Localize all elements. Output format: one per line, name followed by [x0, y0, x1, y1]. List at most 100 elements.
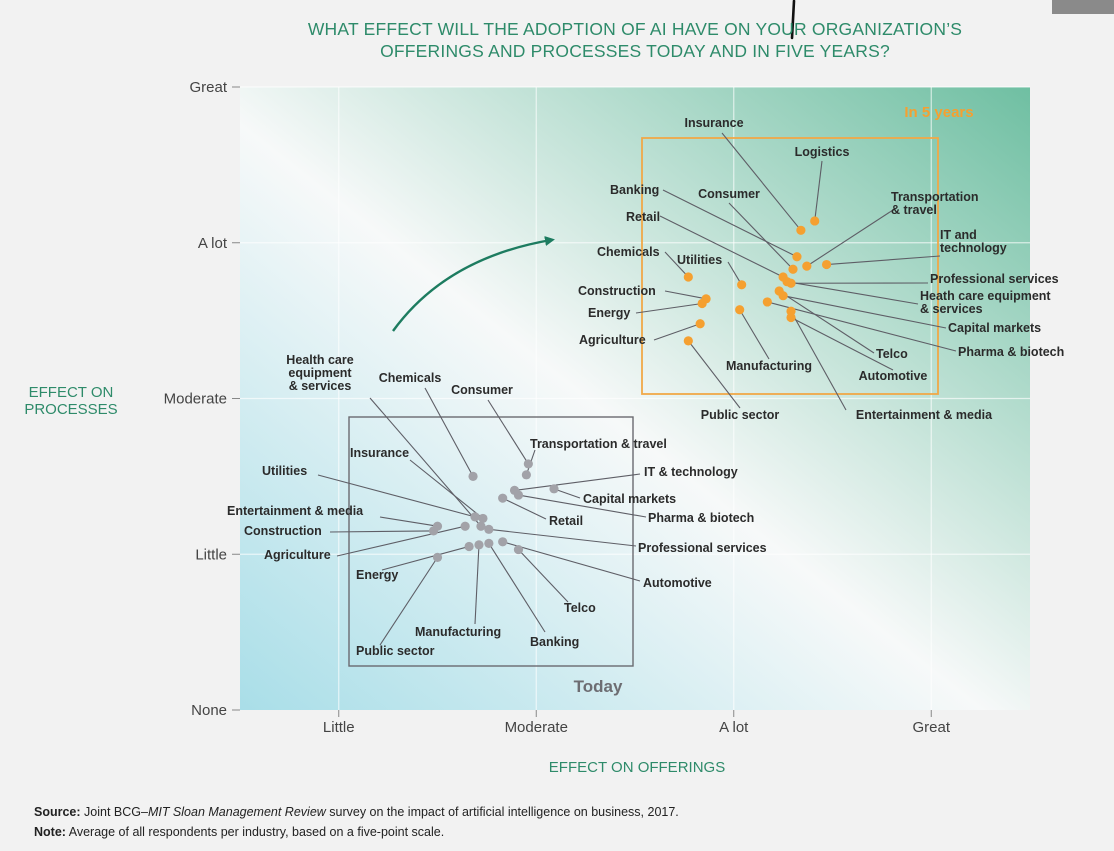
- future-label-manufacturing: Manufacturing: [726, 359, 812, 373]
- chart-title-line-1: WHAT EFFECT WILL THE ADOPTION OF AI HAVE…: [307, 19, 963, 39]
- y-tick-label: Moderate: [164, 391, 227, 408]
- today-label-line: Banking: [530, 635, 579, 649]
- x-tick-label: Little: [323, 719, 355, 736]
- future-label-line: Professional services: [930, 272, 1059, 286]
- today-point-chemicals: [468, 471, 478, 481]
- today-label-automotive: Automotive: [643, 576, 712, 590]
- today-label-line: Energy: [356, 568, 398, 582]
- future-box: [641, 137, 939, 395]
- today-label-chemicals: Chemicals: [379, 371, 442, 385]
- x-axis-title: EFFECT ON OFFERINGS: [548, 759, 726, 776]
- future-leader-transportation-and-travel: [806, 209, 894, 267]
- today-label-line: equipment: [288, 366, 352, 380]
- today-label-construction: Construction: [244, 524, 322, 538]
- future-point-heath-care-equipment-and-services: [782, 277, 792, 287]
- corner-tab: [1052, 0, 1114, 14]
- today-label-line: & services: [289, 379, 352, 393]
- future-point-chemicals: [683, 272, 693, 282]
- future-leader-heath-care-equipment-and-services: [786, 281, 919, 305]
- future-label-line: & travel: [891, 203, 937, 217]
- future-label-capital-markets: Capital markets: [948, 321, 1041, 335]
- future-label-it-and-technology: IT and technology: [940, 228, 1007, 255]
- today-label-line: Pharma & biotech: [648, 511, 754, 525]
- future-label-line: Manufacturing: [726, 359, 812, 373]
- today-point-agriculture: [460, 521, 470, 531]
- future-label-line: Transportation: [891, 190, 979, 204]
- future-label-chemicals: Chemicals: [597, 245, 660, 259]
- today-label-utilities: Utilities: [262, 464, 307, 478]
- today-label-line: Automotive: [643, 576, 712, 590]
- today-point-automotive: [498, 537, 508, 547]
- future-leader-it-and-technology: [826, 255, 941, 266]
- today-label-transportation-and-travel: Transportation & travel: [530, 437, 667, 451]
- today-label-it-and-technology: IT & technology: [644, 465, 738, 479]
- today-point-insurance: [478, 513, 488, 524]
- today-label-energy: Energy: [356, 568, 398, 582]
- future-point-manufacturing: [735, 305, 745, 315]
- today-point-manufacturing: [474, 540, 484, 550]
- future-box-label: In 5 years: [904, 104, 973, 121]
- future-point-entertainment-and-media: [786, 306, 796, 316]
- today-leader-pharma-and-biotech: [518, 494, 647, 518]
- future-point-agriculture: [695, 319, 705, 329]
- today-leader-retail: [502, 497, 547, 520]
- today-point-capital-markets: [549, 484, 559, 494]
- today-point-transportation-and-travel: [521, 470, 531, 480]
- future-leader-construction: [664, 290, 707, 300]
- today-label-banking: Banking: [530, 635, 579, 649]
- future-label-line: Energy: [588, 306, 630, 320]
- future-label-logistics: Logistics: [795, 145, 850, 159]
- today-label-line: Utilities: [262, 464, 307, 478]
- future-label-insurance: Insurance: [684, 116, 743, 130]
- today-label-line: Retail: [549, 514, 583, 528]
- source-text-pre: Joint BCG–: [80, 805, 148, 819]
- today-leader-health-care-equipment-and-services: [369, 397, 482, 527]
- future-label-line: IT and: [940, 228, 977, 242]
- today-leader-agriculture: [336, 525, 466, 557]
- future-label-retail: Retail: [626, 210, 660, 224]
- today-label-line: Agriculture: [264, 548, 331, 562]
- today-leader-manufacturing: [474, 544, 480, 625]
- future-leader-banking: [662, 189, 798, 258]
- future-point-it-and-technology: [821, 259, 832, 270]
- future-leader-automotive: [790, 317, 894, 371]
- y-tick-label: None: [191, 702, 227, 719]
- x-tick-label: Great: [912, 719, 950, 736]
- future-label-line: Public sector: [701, 408, 780, 422]
- today-label-consumer: Consumer: [451, 383, 513, 397]
- today-label-retail: Retail: [549, 514, 583, 528]
- chart-title: WHAT EFFECT WILL THE ADOPTION OF AI HAVE…: [200, 18, 1070, 62]
- future-label-line: Insurance: [684, 116, 743, 130]
- today-leader-it-and-technology: [514, 473, 641, 491]
- future-label-line: technology: [940, 241, 1007, 255]
- today-label-entertainment-and-media: Entertainment & media: [227, 504, 364, 518]
- today-point-consumer: [523, 459, 533, 469]
- future-label-automotive: Automotive: [859, 369, 928, 383]
- today-point-energy: [464, 541, 474, 552]
- future-label-line: Retail: [626, 210, 660, 224]
- future-leader-public-sector: [687, 340, 741, 409]
- today-point-utilities: [470, 512, 480, 522]
- future-label-line: Telco: [876, 347, 908, 361]
- today-leader-consumer: [487, 399, 529, 465]
- today-leader-banking: [488, 543, 546, 633]
- future-label-line: Heath care equipment: [920, 289, 1051, 303]
- today-label-public-sector: Public sector: [356, 644, 435, 658]
- future-point-banking: [792, 252, 802, 262]
- future-label-line: Banking: [610, 183, 659, 197]
- future-label-line: Pharma & biotech: [958, 345, 1064, 359]
- footer-source: Source: Joint BCG–MIT Sloan Management R…: [34, 805, 679, 819]
- today-point-banking: [484, 538, 494, 548]
- future-label-construction: Construction: [578, 284, 656, 298]
- today-point-construction: [428, 526, 439, 536]
- x-tick-label: A lot: [719, 719, 749, 736]
- today-label-line: Construction: [244, 524, 322, 538]
- today-leader-automotive: [502, 541, 641, 582]
- future-label-line: Agriculture: [579, 333, 646, 347]
- source-text-post: survey on the impact of artificial intel…: [325, 805, 679, 819]
- pen-stroke-mark: [790, 0, 796, 40]
- today-label-pharma-and-biotech: Pharma & biotech: [648, 511, 754, 525]
- future-point-transportation-and-travel: [802, 261, 812, 271]
- future-label-line: Capital markets: [948, 321, 1041, 335]
- future-label-line: Logistics: [795, 145, 850, 159]
